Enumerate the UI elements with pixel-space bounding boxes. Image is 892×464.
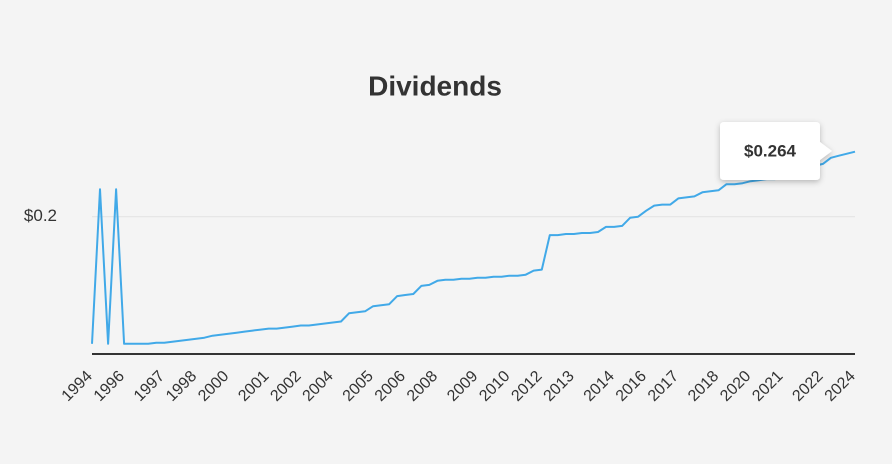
- line: [91, 150, 856, 345]
- chart-title: Dividends: [368, 70, 502, 101]
- y-tick-label: $0.2: [24, 206, 57, 225]
- tooltip-box: [720, 122, 832, 180]
- tooltip-text: $0.264: [744, 141, 797, 160]
- tooltip: $0.264: [720, 122, 832, 180]
